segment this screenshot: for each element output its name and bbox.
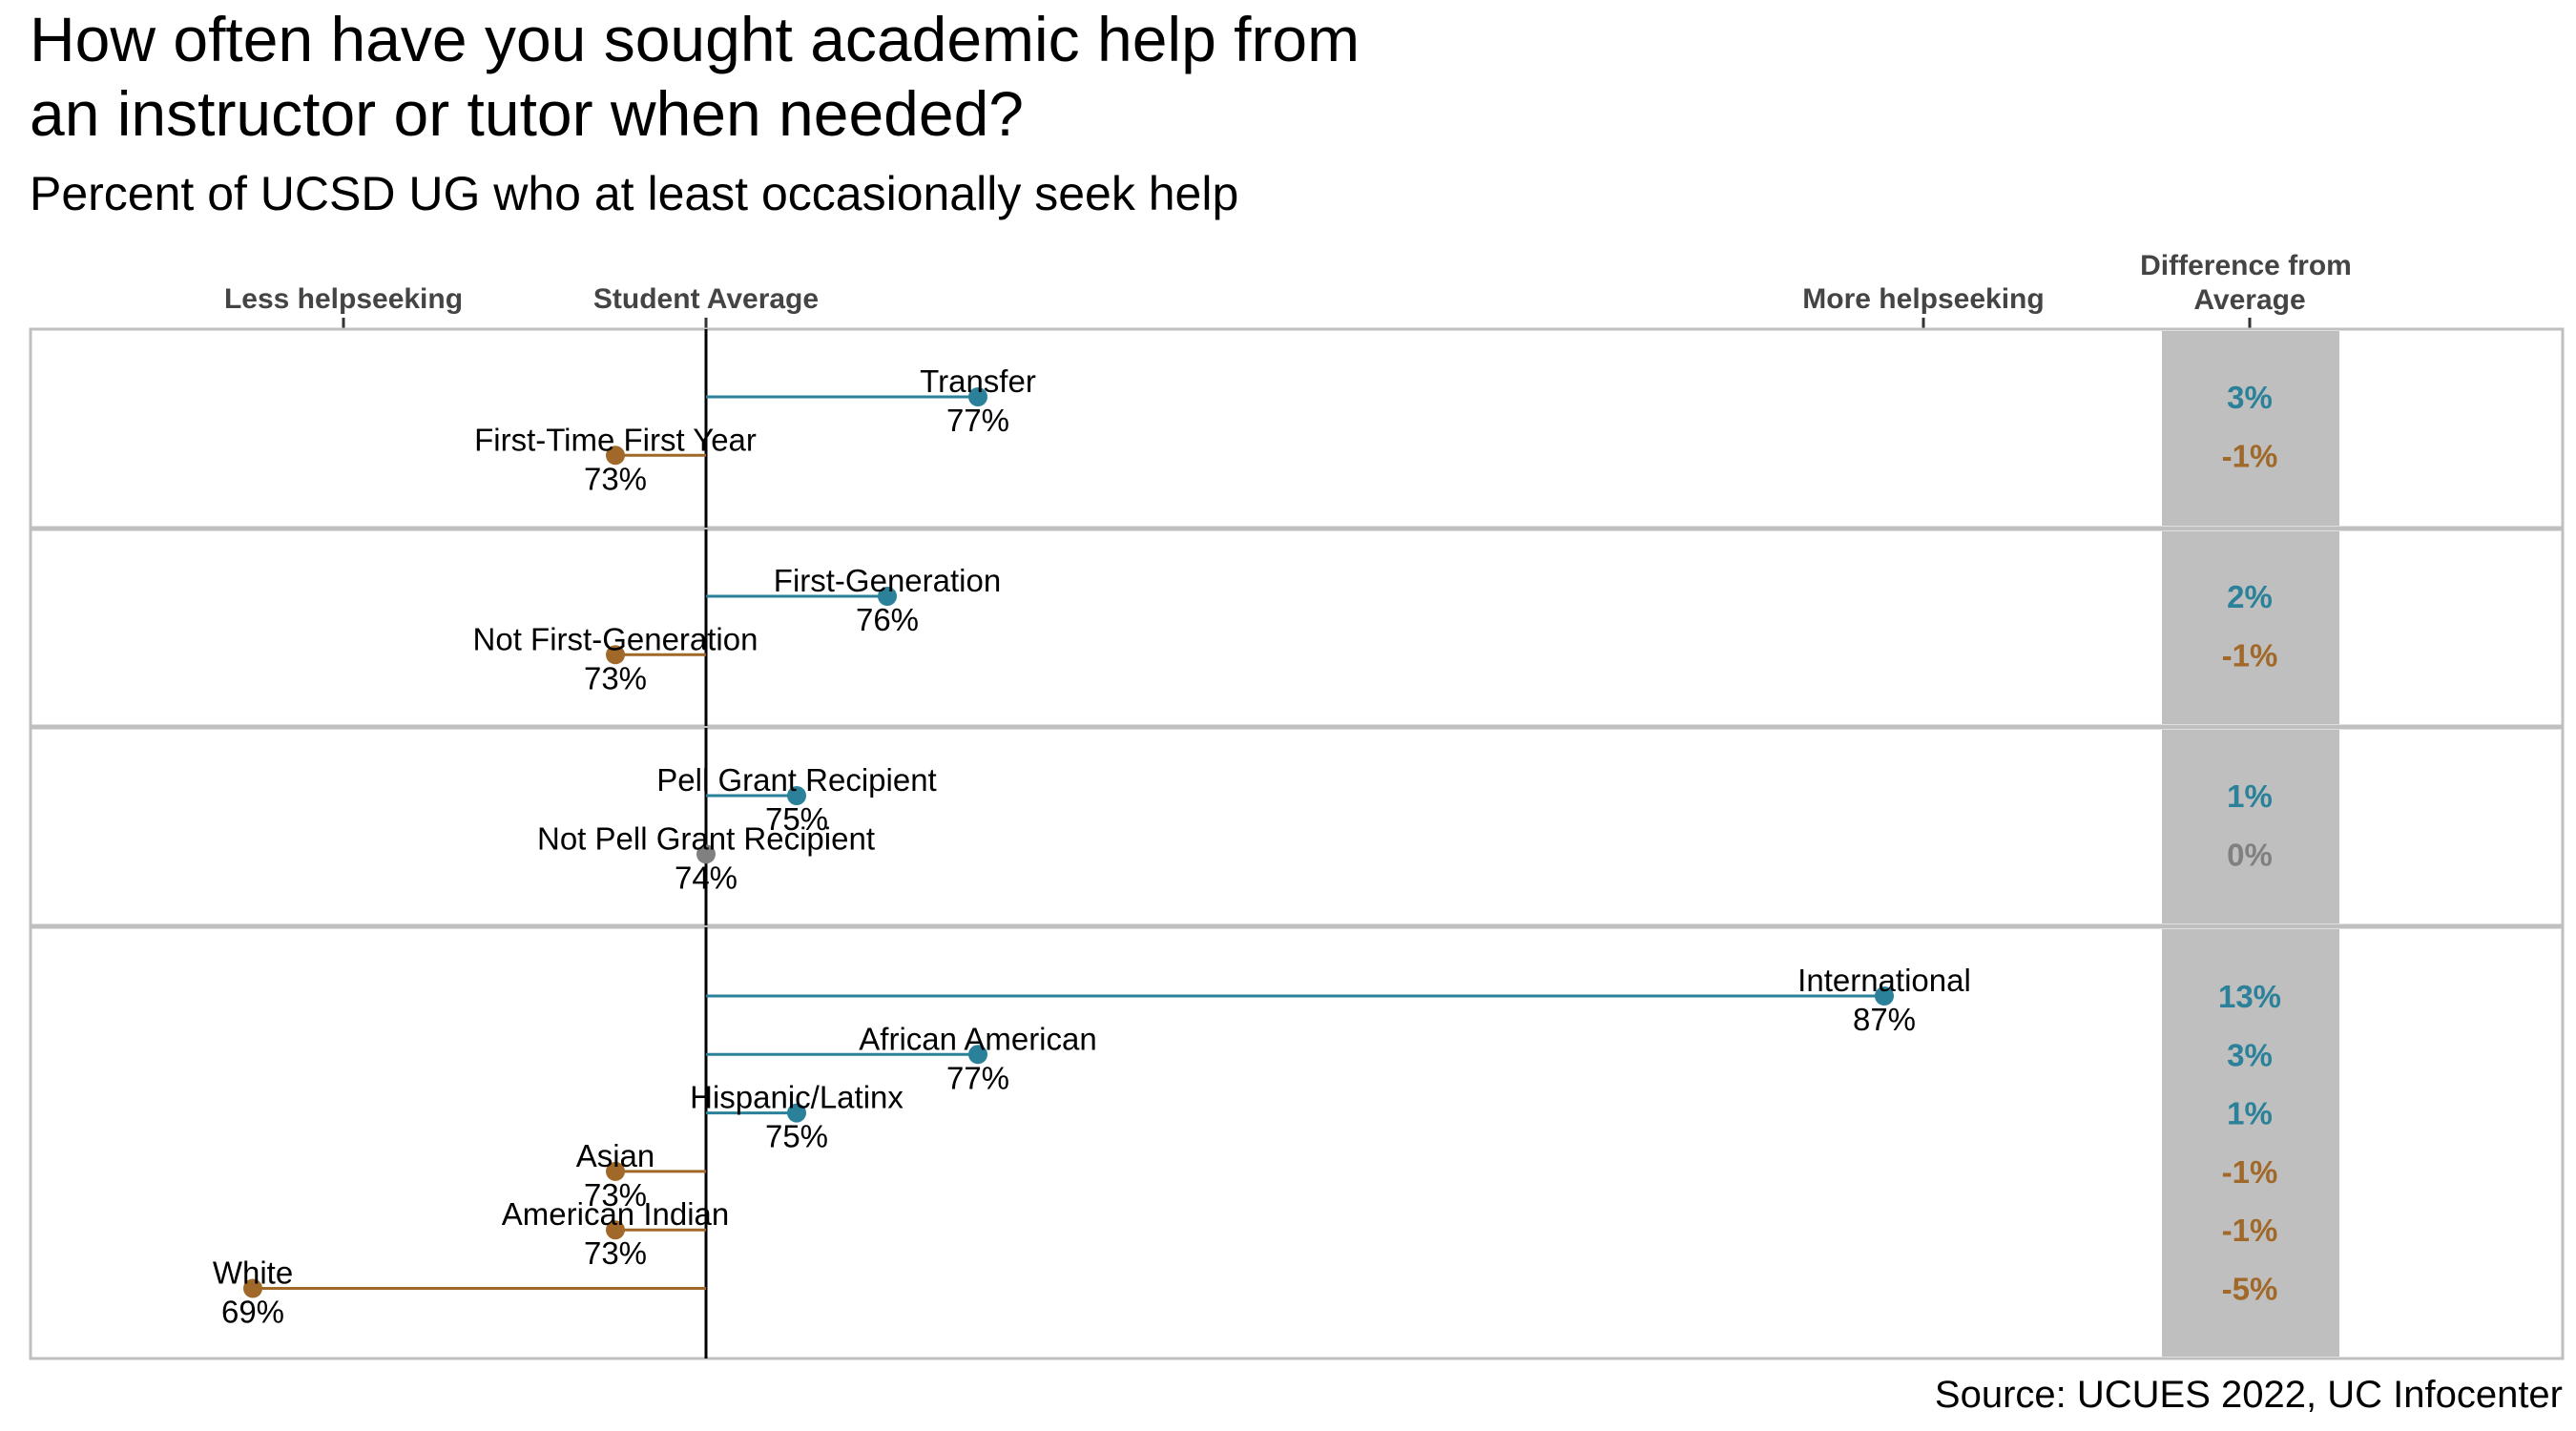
axis-label-less: Less helpseeking	[224, 283, 463, 315]
axis-label-average: Student Average	[593, 283, 819, 315]
group-label: Pell Grant Recipient	[656, 762, 936, 798]
difference-column-panel	[2162, 531, 2339, 724]
value-label: 69%	[221, 1295, 284, 1330]
value-label: 77%	[946, 1060, 1009, 1095]
difference-label: 2%	[2227, 579, 2273, 614]
difference-label: 0%	[2227, 837, 2273, 872]
lollipop-point	[968, 1045, 987, 1065]
value-label: 73%	[584, 1177, 647, 1213]
group-label: First-Generation	[774, 563, 1001, 598]
lollipop-point	[968, 387, 987, 406]
chart-subtitle: Percent of UCSD UG who at least occasion…	[30, 167, 1238, 220]
source-note: Source: UCUES 2022, UC Infocenter	[1935, 1374, 2563, 1416]
value-label: 75%	[765, 1119, 828, 1154]
lollipop-point	[606, 645, 625, 665]
group-label: African American	[859, 1021, 1096, 1056]
value-label: 73%	[584, 660, 647, 695]
group-label: Not First-Generation	[473, 621, 758, 656]
marks-layer: Transfer 77% 3% First-Time First Year 73% -1%…	[213, 363, 2281, 1330]
panel-frame	[29, 528, 2565, 728]
difference-label: -1%	[2222, 637, 2278, 673]
group-label: Hispanic/Latinx	[690, 1080, 904, 1115]
panel-frame	[29, 925, 2565, 1360]
lollipop-point	[787, 786, 806, 805]
lollipop-point	[878, 587, 897, 606]
difference-label: 3%	[2227, 380, 2273, 415]
chart-title-line2: an instructor or tutor when needed?	[30, 78, 1024, 149]
difference-column	[2162, 331, 2339, 1357]
difference-label: -1%	[2222, 1154, 2278, 1190]
group-label: International	[1797, 963, 1971, 998]
lollipop-point	[787, 1103, 806, 1123]
difference-label: 1%	[2227, 1096, 2273, 1131]
difference-label: -1%	[2222, 438, 2278, 473]
value-label: 76%	[856, 602, 919, 637]
difference-column-panel	[2162, 929, 2339, 1357]
group-label: American Indian	[502, 1196, 729, 1232]
chart-title-line1: How often have you sought academic help …	[30, 4, 1360, 74]
group-label: White	[213, 1255, 293, 1291]
value-label: 77%	[946, 403, 1009, 438]
difference-label: -1%	[2222, 1213, 2278, 1248]
panel-frame	[29, 726, 2565, 927]
lollipop-point	[606, 1161, 625, 1181]
value-label: 74%	[675, 860, 737, 895]
value-label: 87%	[1853, 1002, 1916, 1037]
diff-header-line1: Difference from	[2140, 250, 2352, 281]
group-label: Not Pell Grant Recipient	[537, 820, 875, 856]
value-label: 75%	[765, 801, 828, 837]
difference-column-panel	[2162, 730, 2339, 923]
difference-column-panel	[2162, 331, 2339, 526]
value-label: 73%	[584, 461, 647, 496]
group-label: Asian	[576, 1138, 655, 1173]
difference-label: 13%	[2218, 979, 2281, 1014]
difference-label: 1%	[2227, 778, 2273, 814]
panel-frame	[29, 327, 2565, 529]
axis-label-more: More helpseeking	[1802, 283, 2044, 315]
value-label: 73%	[584, 1235, 647, 1271]
lollipop-point	[1875, 986, 1894, 1006]
lollipop-point	[606, 1220, 625, 1240]
difference-label: -5%	[2222, 1272, 2278, 1307]
group-label: Transfer	[920, 363, 1036, 399]
group-label: First-Time First Year	[474, 422, 757, 457]
diff-header-line2: Average	[2193, 284, 2305, 316]
lollipop-point	[696, 844, 716, 864]
panels-layer	[29, 327, 2565, 1360]
lollipop-point	[243, 1278, 262, 1298]
lollipop-point	[606, 446, 625, 466]
difference-label: 3%	[2227, 1037, 2273, 1072]
